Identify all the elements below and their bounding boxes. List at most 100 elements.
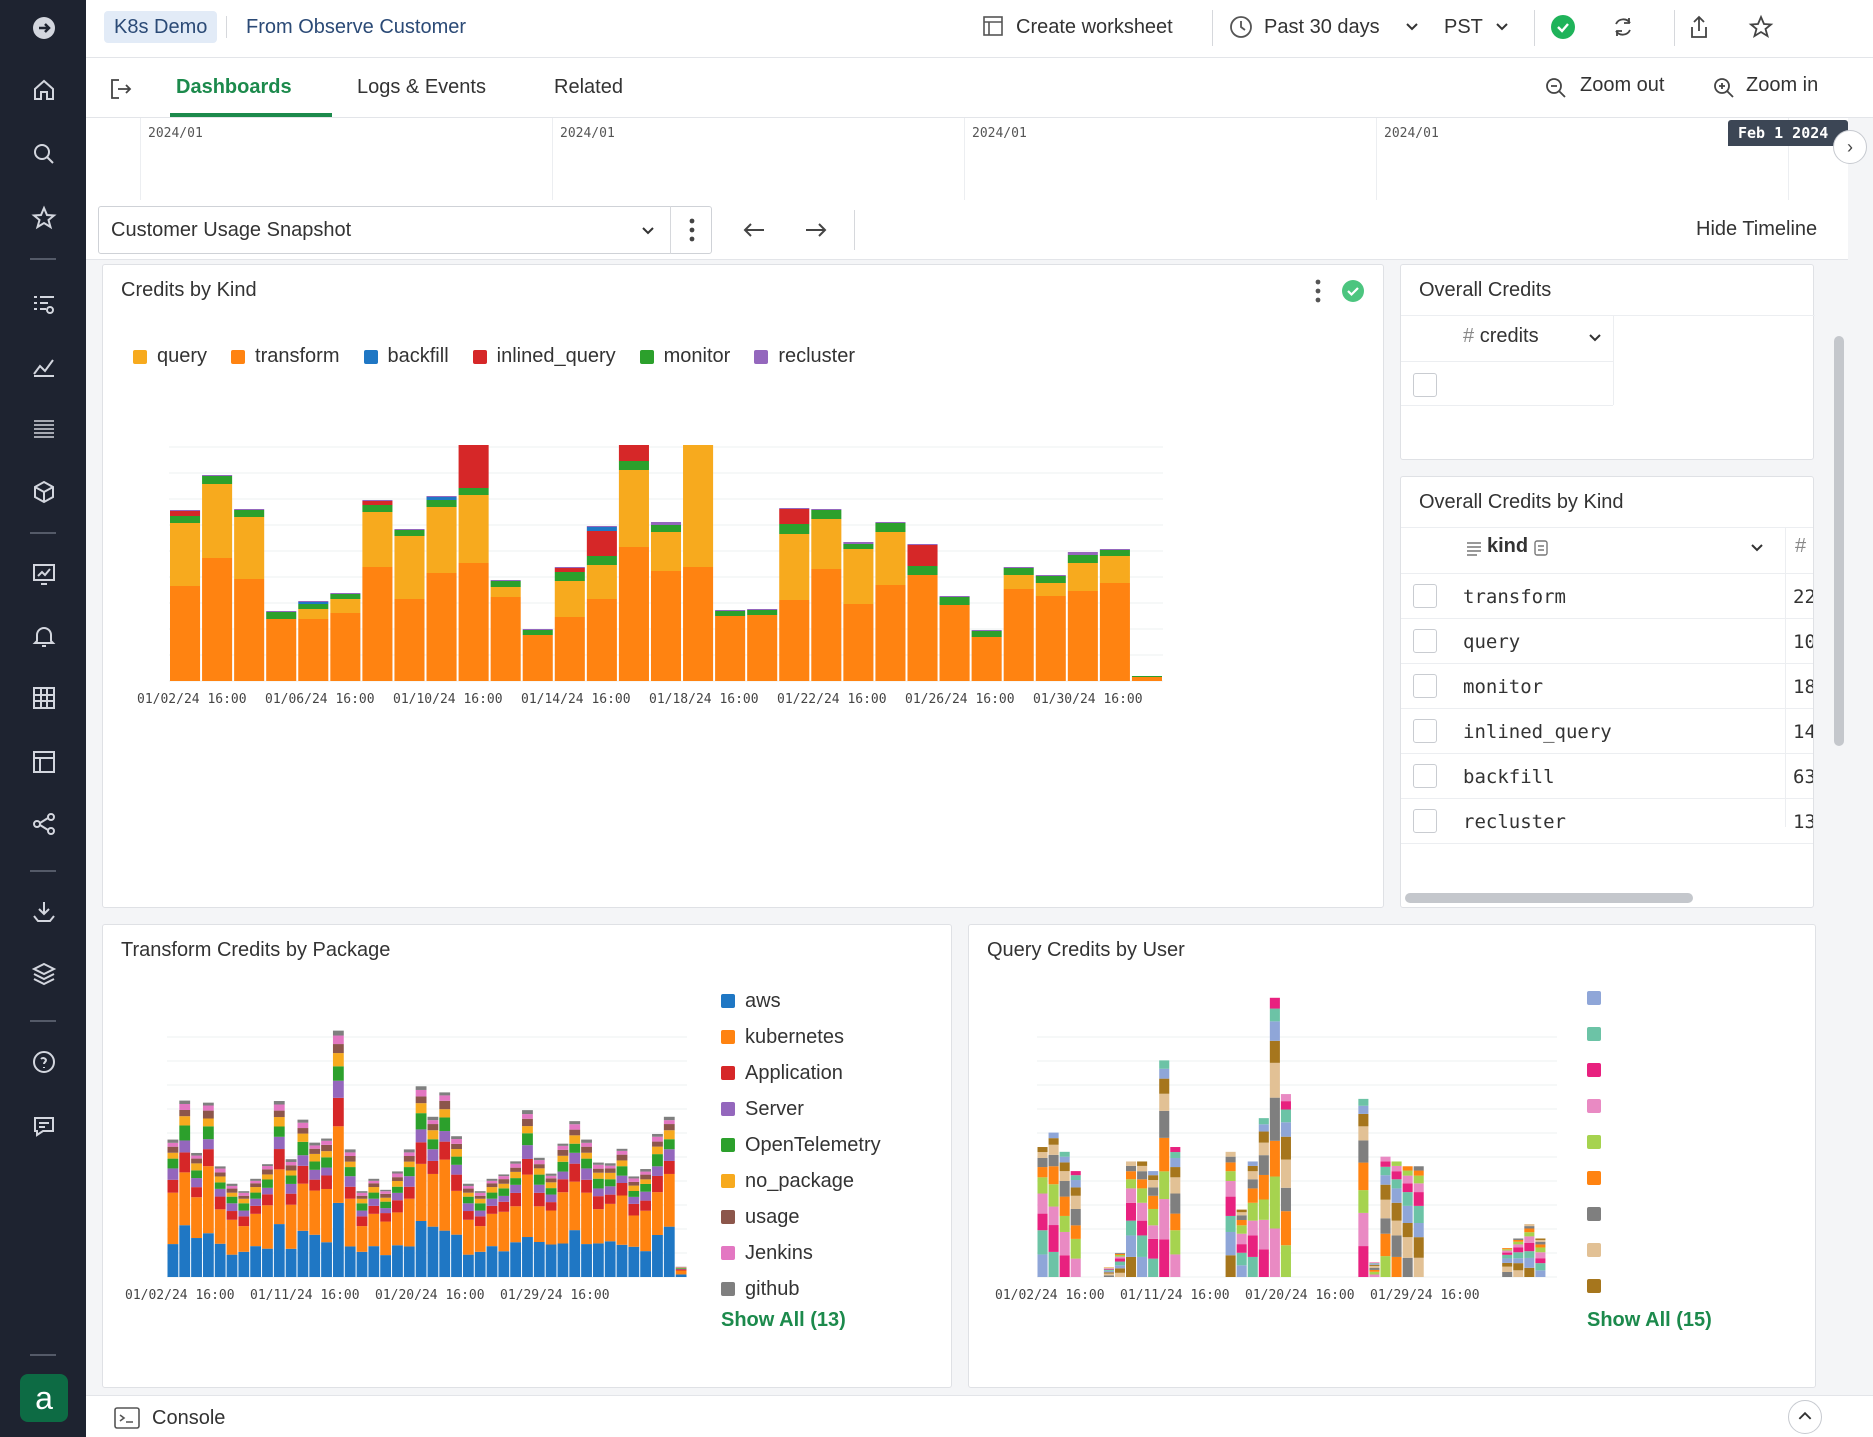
monitors-bell-icon[interactable]	[26, 618, 62, 654]
bar-segment-Server[interactable]	[510, 1184, 522, 1193]
bar-segment[interactable]	[1170, 1193, 1181, 1214]
bar-segment-Jenkins[interactable]	[238, 1192, 250, 1196]
bar-segment-github[interactable]	[522, 1110, 533, 1115]
bar-segment-Server[interactable]	[427, 1149, 439, 1161]
bar-segment-usage[interactable]	[226, 1188, 238, 1193]
bar-segment-Server[interactable]	[368, 1198, 380, 1206]
bar-segment-no_package[interactable]	[191, 1163, 202, 1171]
time-range-picker[interactable]: Past 30 days	[1264, 16, 1380, 38]
bar-segment-aws[interactable]	[226, 1254, 238, 1277]
bar-segment-monitor[interactable]	[747, 610, 778, 615]
bar-segment-Application[interactable]	[439, 1141, 451, 1160]
bar-segment-OpenTelemetry[interactable]	[439, 1117, 451, 1132]
bar-segment-Jenkins[interactable]	[604, 1165, 616, 1169]
bar-segment-Server[interactable]	[533, 1184, 545, 1193]
chevron-down-icon[interactable]	[1402, 16, 1422, 36]
bar-segment[interactable]	[1402, 1175, 1413, 1184]
bar-segment-Jenkins[interactable]	[557, 1145, 569, 1150]
bar-segment[interactable]	[1148, 1195, 1159, 1209]
bar-segment-kubernetes[interactable]	[498, 1211, 510, 1252]
bar-segment-aws[interactable]	[415, 1221, 427, 1277]
bar-segment[interactable]	[1358, 1098, 1369, 1106]
bar-segment-Jenkins[interactable]	[486, 1180, 498, 1184]
bar-segment[interactable]	[1369, 1262, 1380, 1264]
bar-segment-Server[interactable]	[628, 1196, 640, 1204]
bar-segment-usage[interactable]	[297, 1128, 309, 1134]
bar-segment-no_package[interactable]	[628, 1185, 640, 1191]
bar-segment-github[interactable]	[616, 1148, 628, 1151]
bar-segment-Jenkins[interactable]	[403, 1152, 415, 1156]
bar-segment-recluster[interactable]	[426, 496, 457, 497]
bar-segment-monitor[interactable]	[554, 572, 585, 581]
legend-swatch[interactable]	[1587, 1207, 1601, 1221]
bar-segment-query[interactable]	[330, 599, 361, 613]
bar-segment-github[interactable]	[557, 1143, 569, 1146]
bar-segment-Application[interactable]	[321, 1175, 332, 1189]
worksheets-icon[interactable]	[26, 744, 62, 780]
bar-segment[interactable]	[1391, 1202, 1402, 1221]
bar-segment[interactable]	[1258, 1174, 1269, 1200]
bar-segment-Jenkins[interactable]	[415, 1089, 427, 1097]
horizontal-scrollbar[interactable]	[1405, 893, 1693, 903]
bar-segment-query[interactable]	[234, 517, 265, 579]
bar-segment-Application[interactable]	[451, 1174, 462, 1191]
bar-segment-github[interactable]	[392, 1171, 403, 1174]
bar-segment[interactable]	[1247, 1161, 1258, 1166]
bar-segment[interactable]	[1159, 1239, 1170, 1277]
bar-segment[interactable]	[1380, 1256, 1391, 1277]
bar-segment-kubernetes[interactable]	[533, 1206, 545, 1242]
bar-segment[interactable]	[1269, 1097, 1280, 1141]
bar-segment-Jenkins[interactable]	[462, 1185, 474, 1189]
bar-segment-github[interactable]	[167, 1139, 179, 1143]
bar-segment[interactable]	[1137, 1179, 1148, 1189]
bar-segment-Jenkins[interactable]	[167, 1142, 179, 1147]
bar-segment-kubernetes[interactable]	[663, 1173, 675, 1227]
bar-segment-OpenTelemetry[interactable]	[522, 1133, 533, 1146]
bar-segment[interactable]	[1280, 1094, 1291, 1102]
table-row[interactable]: query 10	[1401, 619, 1813, 664]
bar-segment-usage[interactable]	[474, 1195, 486, 1199]
workspace-tag[interactable]: K8s Demo	[104, 11, 218, 43]
bar-segment-github[interactable]	[663, 1116, 675, 1121]
bar-segment-usage[interactable]	[344, 1155, 356, 1162]
bar-segment-usage[interactable]	[332, 1044, 344, 1054]
bar-segment[interactable]	[1280, 1211, 1291, 1246]
bar-segment[interactable]	[1524, 1232, 1535, 1237]
bar-segment-transform[interactable]	[843, 604, 874, 681]
bar-segment-github[interactable]	[262, 1164, 273, 1167]
bar-segment-Server[interactable]	[604, 1186, 616, 1195]
bar-segment-no_package[interactable]	[214, 1176, 226, 1183]
bar-segment[interactable]	[1358, 1212, 1369, 1247]
bar-segment-kubernetes[interactable]	[604, 1203, 616, 1242]
bar-segment[interactable]	[1247, 1188, 1258, 1203]
bar-segment-monitor[interactable]	[779, 524, 810, 534]
bar-segment-kubernetes[interactable]	[392, 1212, 403, 1246]
legend-item[interactable]: no_package	[745, 1169, 854, 1192]
bar-segment-no_package[interactable]	[250, 1187, 262, 1193]
bar-segment-kubernetes[interactable]	[214, 1209, 226, 1244]
bar-segment[interactable]	[1037, 1193, 1048, 1214]
bar-segment[interactable]	[1137, 1161, 1148, 1166]
bar-segment-no_package[interactable]	[557, 1155, 569, 1162]
bar-segment-monitor[interactable]	[298, 604, 329, 609]
bar-segment[interactable]	[1225, 1255, 1236, 1277]
bar-segment-OpenTelemetry[interactable]	[427, 1139, 439, 1150]
bar-segment-OpenTelemetry[interactable]	[474, 1203, 486, 1211]
bar-segment[interactable]	[1391, 1188, 1402, 1203]
bar-segment-query[interactable]	[650, 532, 682, 571]
exit-icon[interactable]	[108, 76, 134, 102]
bar-segment-aws[interactable]	[285, 1248, 297, 1277]
bar-segment-aws[interactable]	[179, 1225, 191, 1277]
row-checkbox[interactable]	[1413, 719, 1437, 743]
bar-segment[interactable]	[1059, 1196, 1070, 1216]
bar-segment-Server[interactable]	[557, 1171, 569, 1180]
bar-segment-monitor[interactable]	[811, 510, 842, 519]
bar-segment-no_package[interactable]	[652, 1146, 663, 1155]
bar-segment-usage[interactable]	[498, 1179, 510, 1184]
bar-segment-Jenkins[interactable]	[522, 1114, 533, 1119]
bar-segment-no_package[interactable]	[262, 1174, 273, 1180]
bar-segment-transform[interactable]	[362, 567, 393, 681]
bar-segment-kubernetes[interactable]	[191, 1197, 202, 1239]
bar-segment-Application[interactable]	[592, 1196, 604, 1210]
trace-explorer-icon[interactable]	[26, 410, 62, 446]
